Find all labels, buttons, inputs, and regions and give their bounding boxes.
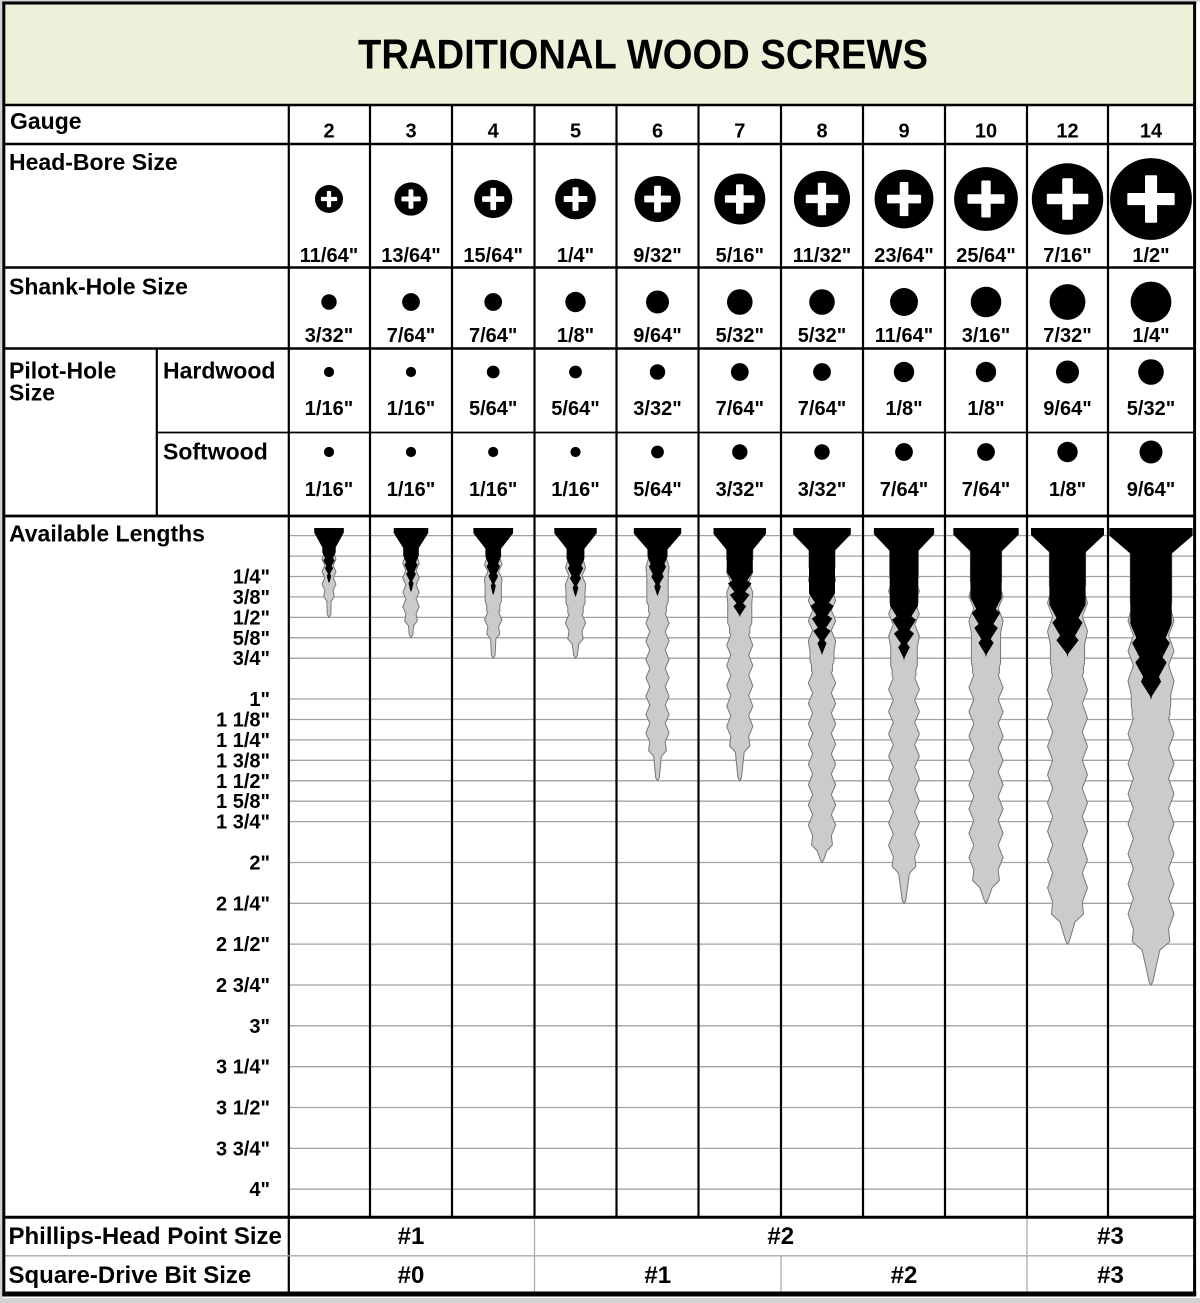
- svg-text:4: 4: [488, 121, 500, 143]
- svg-text:2: 2: [323, 121, 334, 143]
- svg-text:5/32": 5/32": [798, 325, 846, 347]
- svg-text:1/16": 1/16": [551, 479, 599, 501]
- svg-text:11/32": 11/32": [793, 245, 851, 267]
- svg-text:#1: #1: [644, 1262, 671, 1289]
- svg-text:23/64": 23/64": [874, 245, 934, 267]
- svg-text:7/64": 7/64": [469, 325, 517, 347]
- svg-text:Shank-Hole Size: Shank-Hole Size: [9, 274, 188, 300]
- svg-text:3/32": 3/32": [633, 398, 681, 420]
- svg-text:1/4": 1/4": [557, 245, 594, 267]
- svg-text:13/64": 13/64": [381, 245, 441, 267]
- svg-text:3": 3": [249, 1016, 270, 1038]
- svg-text:Phillips-Head Point Size: Phillips-Head Point Size: [9, 1223, 282, 1250]
- svg-text:1/16": 1/16": [387, 398, 435, 420]
- svg-text:4": 4": [249, 1179, 270, 1201]
- svg-text:#2: #2: [891, 1262, 918, 1289]
- svg-text:1 3/4": 1 3/4": [216, 812, 270, 834]
- svg-text:1/16": 1/16": [387, 479, 435, 501]
- svg-text:1/2": 1/2": [1132, 245, 1169, 267]
- svg-text:1/8": 1/8": [557, 325, 594, 347]
- svg-text:5/32": 5/32": [716, 325, 764, 347]
- svg-text:9: 9: [898, 121, 909, 143]
- svg-text:7/32": 7/32": [1043, 325, 1091, 347]
- svg-text:7/64": 7/64": [716, 398, 764, 420]
- svg-text:7/64": 7/64": [798, 398, 846, 420]
- svg-text:7: 7: [734, 121, 745, 143]
- svg-text:1/4": 1/4": [1132, 325, 1169, 347]
- svg-text:2 1/2": 2 1/2": [216, 934, 270, 956]
- svg-text:Gauge: Gauge: [10, 108, 82, 134]
- svg-text:11/64": 11/64": [300, 245, 358, 267]
- svg-text:#3: #3: [1097, 1223, 1124, 1250]
- svg-text:9/32": 9/32": [633, 245, 681, 267]
- svg-text:3/16": 3/16": [962, 325, 1010, 347]
- svg-text:1/16": 1/16": [305, 398, 353, 420]
- svg-text:2": 2": [249, 853, 270, 875]
- svg-text:Available Lengths: Available Lengths: [9, 521, 205, 547]
- svg-text:12: 12: [1056, 121, 1078, 143]
- svg-text:7/64": 7/64": [880, 479, 928, 501]
- svg-text:8: 8: [816, 121, 827, 143]
- svg-text:#2: #2: [767, 1223, 794, 1250]
- svg-text:3 3/4": 3 3/4": [216, 1138, 270, 1160]
- svg-text:10: 10: [975, 121, 997, 143]
- svg-text:5/8": 5/8": [233, 628, 270, 650]
- svg-text:1 1/8": 1 1/8": [216, 710, 270, 732]
- svg-text:3/32": 3/32": [305, 325, 353, 347]
- svg-text:6: 6: [652, 121, 663, 143]
- svg-text:25/64": 25/64": [956, 245, 1016, 267]
- svg-text:2 1/4": 2 1/4": [216, 893, 270, 915]
- svg-text:9/64": 9/64": [633, 325, 681, 347]
- svg-text:Size: Size: [9, 380, 55, 406]
- svg-text:5/64": 5/64": [633, 479, 681, 501]
- svg-text:3/32": 3/32": [716, 479, 764, 501]
- svg-text:5: 5: [570, 121, 581, 143]
- svg-text:15/64": 15/64": [463, 245, 523, 267]
- svg-text:1/4": 1/4": [233, 567, 270, 589]
- svg-text:14: 14: [1140, 121, 1163, 143]
- svg-text:1/8": 1/8": [967, 398, 1004, 420]
- svg-text:11/64": 11/64": [875, 325, 933, 347]
- svg-text:Hardwood: Hardwood: [163, 358, 275, 384]
- svg-text:5/64": 5/64": [551, 398, 599, 420]
- svg-text:#3: #3: [1097, 1262, 1124, 1289]
- svg-text:7/64": 7/64": [962, 479, 1010, 501]
- svg-text:TRADITIONAL WOOD SCREWS: TRADITIONAL WOOD SCREWS: [358, 31, 928, 78]
- svg-text:1/16": 1/16": [305, 479, 353, 501]
- svg-text:5/16": 5/16": [716, 245, 764, 267]
- svg-text:3 1/4": 3 1/4": [216, 1057, 270, 1079]
- svg-text:3/4": 3/4": [233, 648, 270, 670]
- svg-text:1": 1": [249, 689, 270, 711]
- svg-text:Head-Bore Size: Head-Bore Size: [9, 149, 178, 175]
- svg-text:9/64": 9/64": [1127, 479, 1175, 501]
- svg-text:1 1/4": 1 1/4": [216, 730, 270, 752]
- svg-text:1/8": 1/8": [1049, 479, 1086, 501]
- svg-text:2 3/4": 2 3/4": [216, 975, 270, 997]
- svg-text:5/32": 5/32": [1127, 398, 1175, 420]
- svg-text:3 1/2": 3 1/2": [216, 1098, 270, 1120]
- svg-text:3/32": 3/32": [798, 479, 846, 501]
- svg-text:1/2": 1/2": [233, 607, 270, 629]
- svg-text:3/8": 3/8": [233, 587, 270, 609]
- svg-text:#0: #0: [398, 1262, 425, 1289]
- svg-text:3: 3: [405, 121, 416, 143]
- svg-text:Softwood: Softwood: [163, 439, 268, 465]
- svg-text:1/8": 1/8": [885, 398, 922, 420]
- svg-text:#1: #1: [398, 1223, 425, 1250]
- svg-text:Pilot-Hole: Pilot-Hole: [9, 358, 116, 384]
- svg-text:7/16": 7/16": [1043, 245, 1091, 267]
- svg-text:1 5/8": 1 5/8": [216, 791, 270, 813]
- svg-text:Square-Drive Bit Size: Square-Drive Bit Size: [9, 1262, 252, 1289]
- svg-text:5/64": 5/64": [469, 398, 517, 420]
- svg-text:1 1/2": 1 1/2": [216, 771, 270, 793]
- svg-text:1/16": 1/16": [469, 479, 517, 501]
- svg-text:7/64": 7/64": [387, 325, 435, 347]
- svg-text:9/64": 9/64": [1043, 398, 1091, 420]
- svg-text:1 3/8": 1 3/8": [216, 750, 270, 772]
